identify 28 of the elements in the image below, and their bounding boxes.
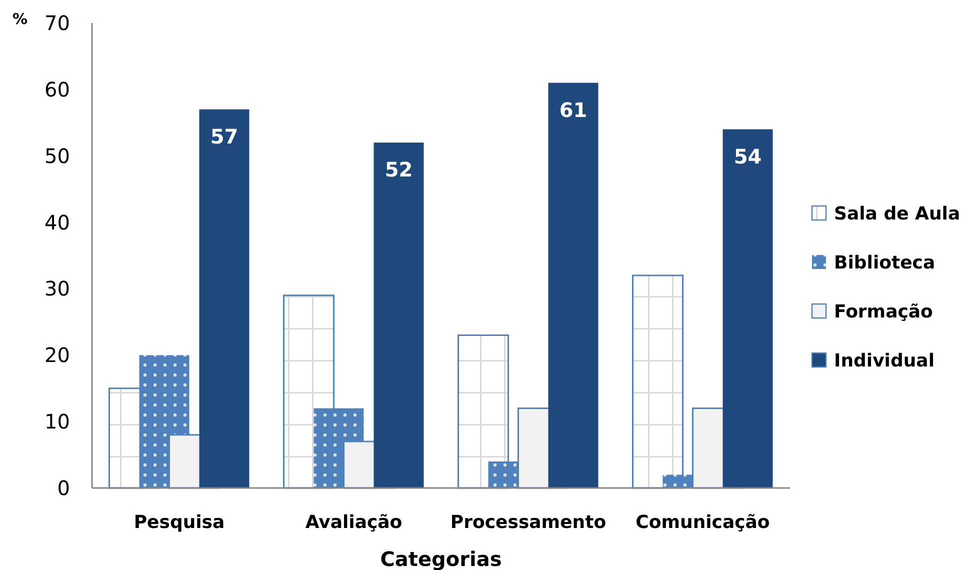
y-axis-title: % xyxy=(12,10,28,28)
legend-label: Biblioteca xyxy=(834,252,936,274)
bar xyxy=(722,129,773,488)
legend-label: Formação xyxy=(834,301,933,322)
bar xyxy=(632,274,684,489)
x-tick-label: Avaliação xyxy=(305,512,402,533)
bar xyxy=(458,334,509,489)
x-tick-label: Pesquisa xyxy=(134,512,225,533)
bar xyxy=(199,109,250,488)
data-label: 57 xyxy=(210,124,238,148)
y-tick-label: 60 xyxy=(44,77,70,102)
y-tick-label: 20 xyxy=(44,343,70,368)
x-tick-label: Processamento xyxy=(450,512,606,533)
data-label: 54 xyxy=(734,144,762,168)
y-tick-label: 50 xyxy=(44,144,70,168)
bar xyxy=(548,82,598,488)
legend-label: Individual xyxy=(834,350,934,372)
y-tick-label: 70 xyxy=(44,11,70,35)
legend-label: Sala de Aula xyxy=(834,203,960,224)
y-tick-label: 0 xyxy=(57,476,70,500)
data-label: 52 xyxy=(384,158,413,182)
x-axis-title: Categorias xyxy=(380,547,502,570)
y-tick-label: 10 xyxy=(44,410,70,434)
y-tick-label: 30 xyxy=(44,276,70,301)
y-tick-label: 40 xyxy=(44,210,70,234)
data-label: 61 xyxy=(559,98,588,122)
x-tick-label: Comunicação xyxy=(636,512,770,533)
bar xyxy=(374,142,424,488)
